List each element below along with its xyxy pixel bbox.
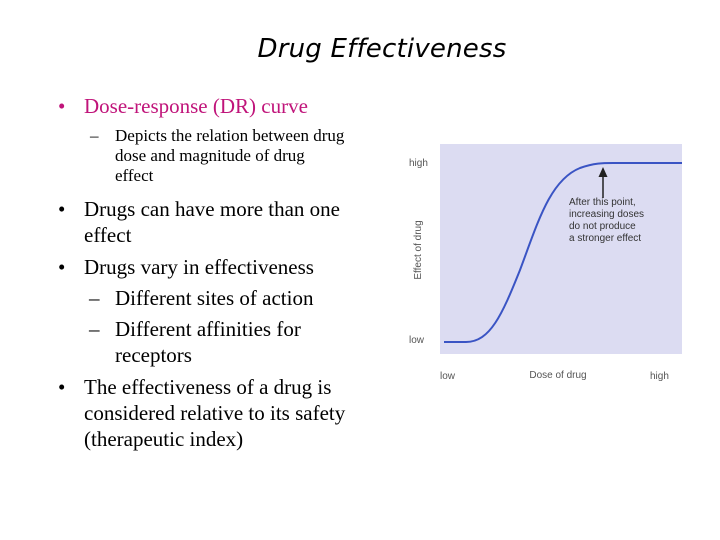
bullet-text: Dose-response (DR) curve [84, 94, 308, 118]
bullet-marker: • [58, 94, 66, 118]
dash-marker: – [89, 317, 100, 341]
bullet-line: The effectiveness of a drug is [84, 375, 332, 399]
bullet-marker: • [58, 375, 66, 399]
y-axis-title: Effect of drug [413, 220, 424, 279]
bullet-line: (therapeutic index) [84, 427, 244, 451]
bullet-dose-response: • Dose-response (DR) curve [58, 93, 308, 119]
annotation-line: do not produce [569, 221, 636, 232]
sub-bullet-sites-of-action: – Different sites of action [89, 285, 389, 311]
bullet-line: considered relative to its safety [84, 401, 346, 425]
bullet-marker: • [58, 197, 66, 221]
bullet-line: effect [84, 223, 132, 247]
y-axis-high-label: high [409, 158, 428, 169]
bullet-line: Drugs can have more than one [84, 197, 340, 221]
sub-bullet-dr-definition: – Depicts the relation between drug dose… [90, 126, 390, 186]
bullet-therapeutic-index: • The effectiveness of a drug is conside… [58, 374, 403, 452]
sub-bullet-line: Depicts the relation between drug [115, 126, 345, 145]
x-axis-title: Dose of drug [529, 370, 586, 381]
dose-response-figure: After this point, increasing doses do no… [398, 140, 698, 390]
dash-marker: – [90, 126, 99, 145]
bullet-multiple-effects: • Drugs can have more than one effect [58, 196, 398, 248]
x-axis-low-label: low [440, 371, 456, 382]
annotation-line: increasing doses [569, 209, 644, 220]
bullet-marker: • [58, 255, 66, 279]
sub-bullet-line: dose and magnitude of drug [115, 146, 305, 165]
bullet-text: Drugs vary in effectiveness [84, 255, 314, 279]
dash-marker: – [89, 286, 100, 310]
plot-panel [440, 144, 682, 354]
sub-bullet-affinities: – Different affinities for receptors [89, 316, 389, 368]
annotation-line: After this point, [569, 197, 636, 208]
dose-response-svg: After this point, increasing doses do no… [409, 144, 682, 382]
sub-bullet-line: Different affinities for [115, 317, 301, 341]
dose-response-curve [444, 162, 682, 343]
sub-bullet-line: effect [115, 166, 154, 185]
annotation-line: a stronger effect [569, 233, 641, 244]
y-axis-low-label: low [409, 335, 425, 346]
sub-bullet-line: Different sites of action [115, 286, 314, 310]
sub-bullet-line: receptors [115, 343, 192, 367]
x-axis-high-label: high [650, 371, 669, 382]
arrow-up-icon [598, 167, 608, 177]
slide-title: Drug Effectiveness [257, 34, 507, 64]
bullet-vary-effectiveness: • Drugs vary in effectiveness [58, 254, 398, 280]
